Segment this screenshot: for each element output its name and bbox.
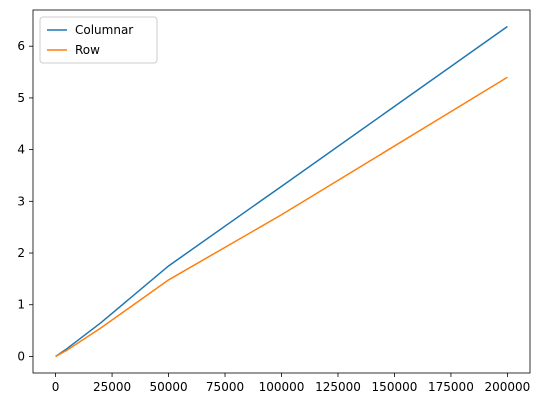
x-tick-label: 150000 [372,380,418,394]
y-tick-label: 6 [17,39,25,53]
y-tick-label: 3 [17,194,25,208]
legend-label: Row [75,43,100,57]
data-line [55,76,508,358]
x-tick-label: 100000 [259,380,305,394]
x-tick-label: 200000 [485,380,531,394]
data-line [55,25,508,358]
x-tick-label: 0 [52,380,60,394]
x-tick-label: 75000 [206,380,244,394]
y-tick-label: 0 [17,349,25,363]
y-tick-label: 5 [17,91,25,105]
y-tick-label: 1 [17,298,25,312]
legend-label: Columnar [75,23,133,37]
axes-frame [32,9,531,374]
x-tick-label: 25000 [93,380,131,394]
x-tick-label: 175000 [428,380,474,394]
legend-box [39,16,158,64]
x-tick-label: 125000 [315,380,361,394]
y-tick-label: 4 [17,143,25,157]
y-tick-label: 2 [17,246,25,260]
x-tick-label: 50000 [149,380,187,394]
